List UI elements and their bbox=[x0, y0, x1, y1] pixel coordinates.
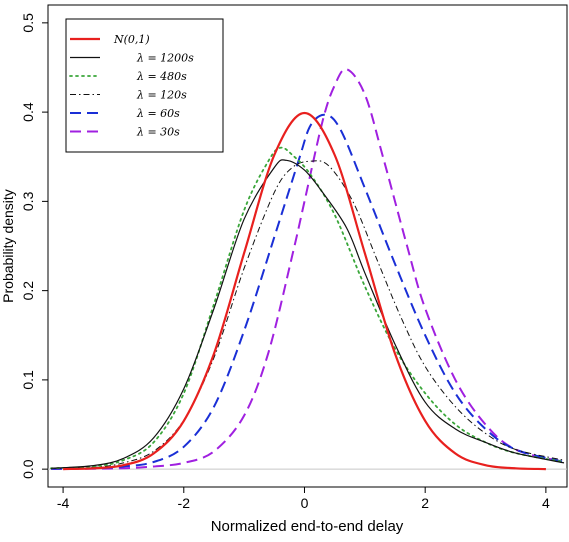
y-tick-label: 0.0 bbox=[20, 459, 36, 479]
y-tick-label: 0.5 bbox=[20, 13, 36, 33]
series-line-0 bbox=[63, 111, 546, 471]
y-tick-label: 0.1 bbox=[20, 370, 36, 390]
x-tick-label: 2 bbox=[421, 495, 429, 511]
legend: N(0,1) λ = 1200s λ = 480s λ = 120s λ = 60s λ … bbox=[65, 18, 224, 153]
x-tick-label: -4 bbox=[57, 495, 70, 511]
y-axis: 0.0 0.1 0.2 0.3 0.4 0.5 bbox=[20, 13, 48, 479]
legend-box bbox=[65, 18, 224, 153]
x-tick-label: -2 bbox=[178, 495, 191, 511]
y-tick-label: 0.3 bbox=[20, 191, 36, 211]
legend-label-4: λ = 60s bbox=[136, 107, 180, 120]
y-tick-label: 0.2 bbox=[20, 281, 36, 301]
legend-label-5: λ = 30s bbox=[136, 126, 180, 139]
legend-label-2: λ = 480s bbox=[136, 70, 187, 83]
legend-label-0: N(0,1) bbox=[113, 33, 150, 46]
series-line-2 bbox=[50, 146, 565, 470]
plot-frame bbox=[47, 4, 568, 488]
y-axis-label: Probability density bbox=[0, 189, 16, 303]
series-line-3 bbox=[50, 160, 565, 469]
legend-label-3: λ = 120s bbox=[136, 89, 187, 102]
y-tick-label: 0.4 bbox=[20, 102, 36, 122]
x-axis-label: Normalized end-to-end delay bbox=[211, 518, 404, 535]
series-line-1 bbox=[50, 159, 565, 469]
legend-label-1: λ = 1200s bbox=[136, 52, 194, 65]
x-axis: -4 -2 0 2 4 bbox=[57, 487, 550, 511]
series-layer bbox=[50, 68, 565, 471]
series-line-4 bbox=[50, 113, 565, 470]
series-line-5 bbox=[50, 68, 565, 470]
x-tick-label: 4 bbox=[542, 495, 550, 511]
x-tick-label: 0 bbox=[301, 495, 309, 511]
